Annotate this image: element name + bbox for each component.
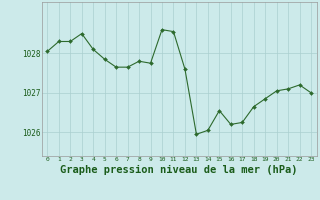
- X-axis label: Graphe pression niveau de la mer (hPa): Graphe pression niveau de la mer (hPa): [60, 165, 298, 175]
